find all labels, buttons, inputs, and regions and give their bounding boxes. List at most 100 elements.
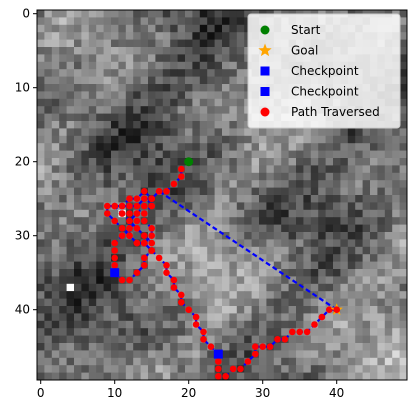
heatmap-cell: [96, 320, 104, 329]
heatmap-cell: [74, 24, 82, 33]
heatmap-cell: [355, 313, 363, 322]
path-point: [133, 239, 141, 247]
heatmap-cell: [370, 328, 378, 336]
heatmap-cell: [125, 313, 134, 322]
heatmap-cell: [125, 54, 134, 63]
heatmap-cell: [66, 172, 75, 181]
heatmap-cell: [347, 135, 356, 144]
heatmap-cell: [81, 202, 90, 211]
heatmap-cell: [281, 150, 289, 159]
heatmap-cell: [266, 239, 275, 248]
heatmap-cell: [377, 298, 386, 307]
heatmap-cell: [96, 165, 104, 174]
heatmap-cell: [177, 135, 186, 144]
heatmap-cell: [222, 298, 230, 307]
path-points-group: [104, 165, 341, 380]
path-point: [318, 313, 326, 321]
heatmap-cell: [236, 195, 245, 203]
heatmap-cell: [229, 76, 238, 85]
heatmap-cell: [273, 195, 282, 203]
heatmap-cell: [296, 246, 304, 255]
heatmap-cell: [377, 276, 386, 285]
heatmap-cell: [59, 350, 67, 359]
heatmap-cell: [318, 246, 326, 255]
heatmap-cell: [162, 202, 171, 211]
heatmap-cell: [355, 343, 363, 351]
heatmap-cell: [74, 306, 82, 314]
heatmap-cell: [177, 357, 186, 366]
heatmap-cell: [199, 17, 208, 26]
heatmap-cell: [155, 128, 164, 137]
heatmap-cell: [347, 172, 356, 181]
heatmap-cell: [155, 10, 164, 18]
heatmap-cell: [66, 24, 75, 33]
heatmap-cell: [281, 232, 289, 240]
heatmap-cell: [399, 98, 408, 107]
legend-label: Goal: [291, 44, 318, 58]
heatmap-cell: [266, 217, 275, 225]
heatmap-cell: [229, 24, 238, 33]
heatmap-cell: [96, 121, 104, 129]
heatmap-cell: [347, 283, 356, 292]
heatmap-cell: [266, 246, 275, 255]
heatmap-cell: [370, 135, 378, 144]
heatmap-cell: [81, 98, 90, 107]
heatmap-cell: [88, 113, 97, 122]
heatmap-cell: [281, 128, 289, 137]
heatmap-cell: [81, 69, 90, 77]
heatmap-cell: [155, 69, 164, 77]
heatmap-cell: [318, 158, 326, 166]
heatmap-cell: [355, 128, 363, 137]
heatmap-cell: [96, 246, 104, 255]
heatmap-cell: [362, 372, 371, 381]
heatmap-cell: [251, 165, 260, 174]
heatmap-cell: [88, 158, 97, 166]
heatmap-cell: [399, 17, 408, 26]
heatmap-cell: [266, 150, 275, 159]
heatmap-cell: [333, 239, 341, 248]
heatmap-cell: [214, 239, 223, 248]
heatmap-cell: [177, 350, 186, 359]
heatmap-cell: [103, 224, 112, 233]
heatmap-cell: [88, 76, 97, 85]
heatmap-cell: [81, 143, 90, 151]
heatmap-cell: [103, 365, 112, 373]
path-point: [252, 343, 259, 351]
heatmap-cell: [251, 209, 260, 218]
heatmap-cell: [207, 180, 215, 188]
heatmap-cell: [281, 269, 289, 277]
heatmap-cell: [59, 158, 67, 166]
heatmap-cell: [340, 350, 349, 359]
heatmap-cell: [399, 121, 408, 129]
heatmap-cell: [51, 254, 60, 262]
heatmap-cell: [140, 343, 149, 351]
heatmap-cell: [207, 269, 215, 277]
heatmap-cell: [214, 24, 223, 33]
heatmap-cell: [44, 47, 53, 55]
heatmap-cell: [303, 232, 312, 240]
heatmap-cell: [44, 291, 53, 299]
heatmap-cell: [192, 239, 201, 248]
heatmap-cell: [222, 135, 230, 144]
heatmap-cell: [310, 313, 319, 322]
heatmap-cell: [259, 298, 267, 307]
heatmap-cell: [118, 69, 127, 77]
heatmap-cell: [125, 47, 134, 55]
heatmap-cell: [66, 357, 75, 366]
heatmap-cell: [318, 261, 326, 270]
heatmap-cell: [288, 335, 297, 344]
heatmap-cell: [88, 357, 97, 366]
heatmap-cell: [51, 121, 60, 129]
heatmap-cell: [88, 24, 97, 33]
heatmap-cell: [229, 209, 238, 218]
heatmap-cell: [51, 202, 60, 211]
heatmap-cell: [133, 150, 141, 159]
heatmap-cell: [244, 335, 252, 344]
heatmap-cell: [133, 143, 141, 151]
heatmap-cell: [133, 158, 141, 166]
heatmap-cell: [74, 350, 82, 359]
heatmap-cell: [347, 350, 356, 359]
heatmap-cell: [251, 158, 260, 166]
heatmap-cell: [111, 84, 119, 92]
special-markers-group: [110, 157, 343, 359]
